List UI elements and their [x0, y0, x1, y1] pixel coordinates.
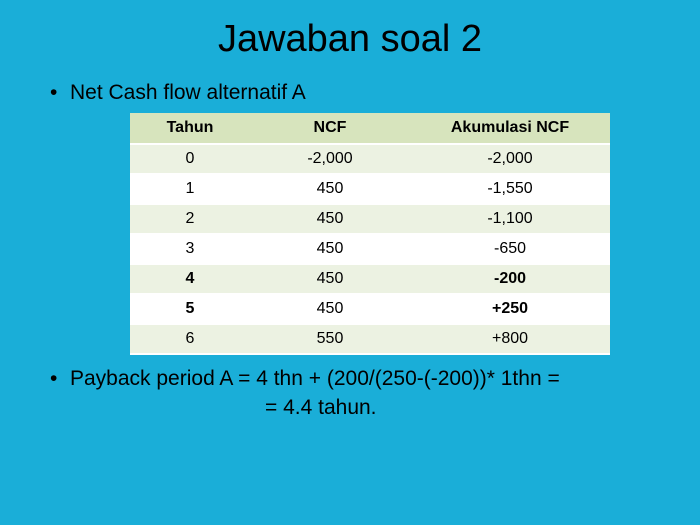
table-cell: 2: [130, 204, 250, 234]
table-cell: -1,100: [410, 204, 610, 234]
table-cell: -650: [410, 234, 610, 264]
table-row: 6550+800: [130, 324, 610, 354]
table-row: 1450-1,550: [130, 174, 610, 204]
ncf-table-wrap: Tahun NCF Akumulasi NCF 0-2,000-2,000145…: [130, 113, 660, 355]
col-akum: Akumulasi NCF: [410, 113, 610, 144]
table-cell: -2,000: [250, 144, 410, 174]
bullet-ncf-heading: • Net Cash flow alternatif A: [50, 79, 660, 107]
table-cell: 3: [130, 234, 250, 264]
bullet-text: Net Cash flow alternatif A: [70, 79, 660, 107]
table-cell: 450: [250, 204, 410, 234]
table-cell: +800: [410, 324, 610, 354]
table-body: 0-2,000-2,0001450-1,5502450-1,1003450-65…: [130, 144, 610, 354]
table-cell: 5: [130, 294, 250, 324]
payback-result: = 4.4 tahun.: [265, 396, 660, 420]
bullet-dot-icon: •: [50, 365, 70, 393]
table-cell: 4: [130, 264, 250, 294]
ncf-table: Tahun NCF Akumulasi NCF 0-2,000-2,000145…: [130, 113, 610, 355]
page-title: Jawaban soal 2: [40, 18, 660, 61]
bullet-payback: • Payback period A = 4 thn + (200/(250-(…: [50, 365, 660, 393]
table-cell: 6: [130, 324, 250, 354]
table-cell: 1: [130, 174, 250, 204]
table-cell: -200: [410, 264, 610, 294]
table-cell: 450: [250, 264, 410, 294]
table-row: 0-2,000-2,000: [130, 144, 610, 174]
table-cell: 450: [250, 174, 410, 204]
table-row: 5450+250: [130, 294, 610, 324]
table-header-row: Tahun NCF Akumulasi NCF: [130, 113, 610, 144]
table-cell: 0: [130, 144, 250, 174]
table-row: 3450-650: [130, 234, 610, 264]
table-cell: 450: [250, 294, 410, 324]
col-ncf: NCF: [250, 113, 410, 144]
table-cell: 450: [250, 234, 410, 264]
table-cell: +250: [410, 294, 610, 324]
col-tahun: Tahun: [130, 113, 250, 144]
bullet-text: Payback period A = 4 thn + (200/(250-(-2…: [70, 365, 660, 393]
bullet-dot-icon: •: [50, 79, 70, 107]
table-cell: 550: [250, 324, 410, 354]
table-cell: -2,000: [410, 144, 610, 174]
table-cell: -1,550: [410, 174, 610, 204]
table-row: 2450-1,100: [130, 204, 610, 234]
slide: Jawaban soal 2 • Net Cash flow alternati…: [0, 0, 700, 525]
table-row: 4450-200: [130, 264, 610, 294]
